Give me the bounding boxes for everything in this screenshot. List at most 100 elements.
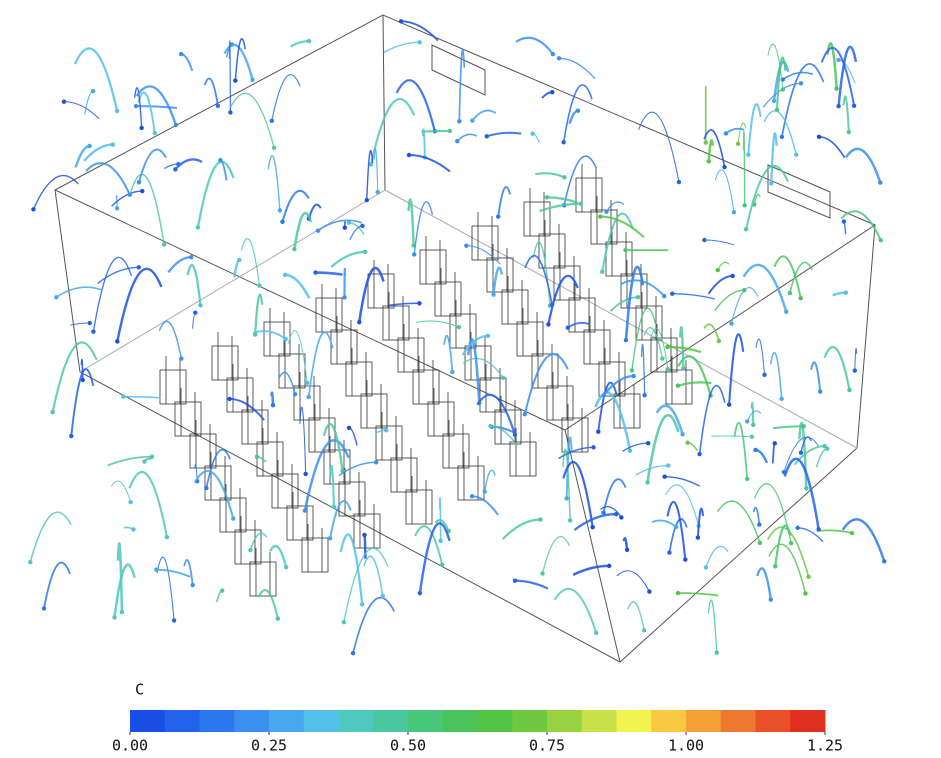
colorbar-cell xyxy=(477,710,513,732)
flow-arrow xyxy=(283,336,288,342)
streamline xyxy=(854,347,858,371)
streamline xyxy=(269,544,288,568)
flow-arrow xyxy=(455,138,460,144)
streamline xyxy=(547,274,579,325)
streamline xyxy=(703,129,726,168)
streamline xyxy=(228,40,232,113)
desk xyxy=(516,321,544,357)
flow-arrow xyxy=(119,609,125,615)
flow-arrow xyxy=(670,291,675,296)
streamline xyxy=(668,518,688,553)
desk xyxy=(583,329,611,365)
streamline xyxy=(772,425,804,430)
flow-arrow xyxy=(331,504,337,510)
streamline xyxy=(755,338,766,375)
desk xyxy=(301,537,329,573)
flow-arrow xyxy=(204,485,209,491)
flow-arrow xyxy=(561,140,566,145)
streamline xyxy=(646,413,680,483)
streamline xyxy=(308,203,322,220)
colorbar-cell xyxy=(164,710,200,732)
flow-arrow xyxy=(849,530,855,536)
streamlines xyxy=(28,19,887,656)
streamline xyxy=(573,512,617,531)
streamline xyxy=(116,542,124,613)
flow-arrow xyxy=(512,432,518,438)
flow-arrow xyxy=(140,188,145,194)
flow-arrow xyxy=(715,267,720,273)
streamline xyxy=(471,495,499,516)
flow-arrow xyxy=(342,295,347,300)
flow-arrow xyxy=(564,496,569,501)
streamline xyxy=(753,193,761,205)
streamline xyxy=(742,263,788,313)
streamline xyxy=(55,286,102,298)
streamline xyxy=(541,536,571,574)
flow-arrow xyxy=(254,454,260,460)
flow-arrow xyxy=(662,474,667,479)
desk xyxy=(345,361,373,397)
streamline xyxy=(815,447,828,468)
colorbar-cell xyxy=(686,710,722,732)
flow-arrow xyxy=(139,125,144,131)
flow-arrow xyxy=(753,447,758,453)
flow-arrow xyxy=(469,494,475,499)
flow-arrow xyxy=(846,129,852,135)
desk xyxy=(360,393,388,429)
flow-arrow xyxy=(801,424,806,429)
streamline xyxy=(781,63,825,137)
streamline xyxy=(651,519,677,528)
room-edge xyxy=(382,14,386,191)
flow-arrow xyxy=(257,283,262,288)
streamline xyxy=(254,293,264,335)
flow-arrow xyxy=(357,319,362,325)
streamline xyxy=(666,501,687,560)
flow-arrow xyxy=(412,252,417,257)
streamline xyxy=(800,436,812,453)
streamline xyxy=(532,241,551,306)
flow-arrow xyxy=(744,476,750,482)
flow-arrow xyxy=(745,419,750,424)
desk xyxy=(315,297,343,333)
flow-arrow xyxy=(362,532,367,538)
flow-arrow xyxy=(841,219,847,224)
flow-arrow xyxy=(675,590,681,596)
flow-arrow xyxy=(743,227,749,232)
streamline xyxy=(627,601,645,631)
colorbar-tick-label: 0.75 xyxy=(529,737,565,755)
flow-arrow xyxy=(69,433,74,439)
flow-arrow xyxy=(562,175,567,180)
flow-arrow xyxy=(115,339,120,344)
streamline xyxy=(711,435,752,438)
flow-arrow xyxy=(794,152,799,157)
flow-arrow xyxy=(512,578,518,583)
streamline xyxy=(602,478,627,513)
flow-arrow xyxy=(417,40,422,45)
vent xyxy=(431,44,486,96)
streamline xyxy=(418,522,451,594)
streamline xyxy=(703,323,720,342)
flow-arrow xyxy=(41,606,47,611)
streamline xyxy=(307,331,334,397)
colorbar-cell xyxy=(373,710,409,732)
streamline xyxy=(303,439,350,511)
flow-arrow xyxy=(121,394,126,399)
flow-arrow xyxy=(735,141,741,147)
flow-arrow xyxy=(726,402,732,407)
flow-arrow xyxy=(341,620,347,625)
flow-arrow xyxy=(627,448,633,453)
streamline xyxy=(728,333,745,405)
colorbar-tick-label: 1.25 xyxy=(807,737,843,755)
streamline xyxy=(616,570,650,592)
flow-arrow xyxy=(834,86,839,91)
flow-arrow xyxy=(271,145,277,151)
flow-arrow xyxy=(80,377,85,383)
streamline xyxy=(515,579,549,590)
flow-arrow xyxy=(729,321,734,326)
flow-arrow xyxy=(114,108,120,114)
flow-arrow xyxy=(788,541,794,546)
flow-arrow xyxy=(714,650,719,655)
flow-arrow xyxy=(488,423,493,429)
flow-arrow xyxy=(302,508,308,513)
flow-arrow xyxy=(749,434,755,439)
